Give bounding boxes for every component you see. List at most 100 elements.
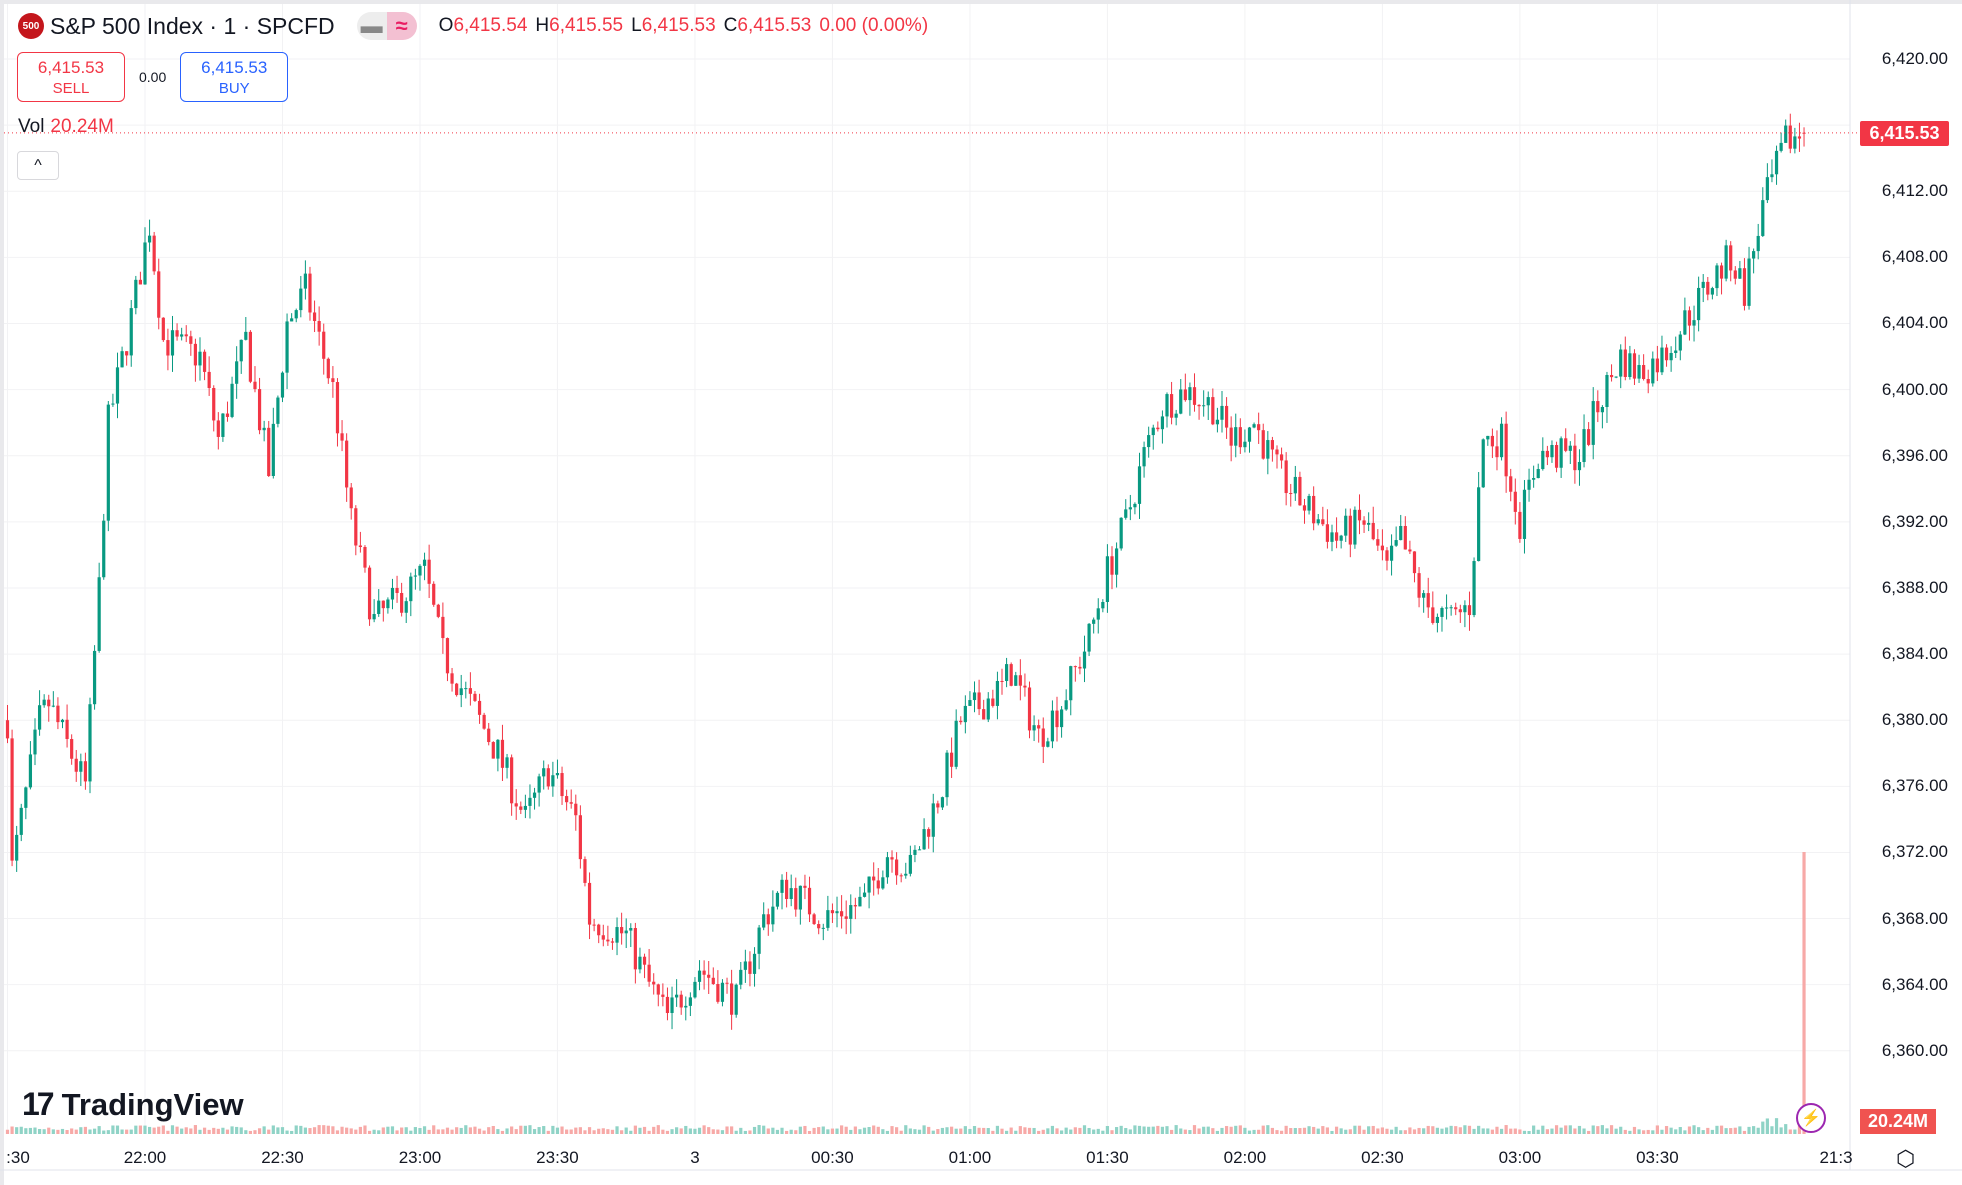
volume-bar bbox=[1417, 1127, 1421, 1134]
candle bbox=[129, 308, 133, 356]
candle bbox=[1298, 476, 1302, 506]
sell-button[interactable]: 6,415.53 SELL bbox=[17, 52, 125, 102]
candle bbox=[652, 981, 656, 985]
volume-bar bbox=[1128, 1129, 1132, 1134]
volume-bar bbox=[1050, 1125, 1055, 1134]
volume-bar bbox=[1646, 1129, 1650, 1134]
candle bbox=[1770, 174, 1774, 178]
candle bbox=[92, 650, 97, 705]
symbol-logo: 500 bbox=[18, 13, 44, 39]
candle bbox=[1069, 666, 1073, 701]
volume-bar bbox=[15, 1127, 19, 1134]
collapse-legend-button[interactable]: ^ bbox=[17, 151, 59, 180]
candle bbox=[24, 787, 28, 808]
candle bbox=[1087, 623, 1091, 652]
candle bbox=[1614, 376, 1618, 378]
volume-bar bbox=[441, 1129, 445, 1134]
candle bbox=[1554, 445, 1559, 468]
tradingview-logo-icon: 17 bbox=[22, 1086, 55, 1122]
watermark-text: TradingView bbox=[61, 1086, 244, 1122]
volume-bar bbox=[193, 1125, 198, 1134]
candle bbox=[1050, 710, 1055, 742]
candle bbox=[1655, 358, 1659, 373]
candle bbox=[134, 279, 138, 309]
volume-bar bbox=[1619, 1126, 1623, 1134]
candle bbox=[1724, 245, 1728, 279]
candle bbox=[125, 351, 129, 356]
volume-bar bbox=[940, 1127, 945, 1134]
candle bbox=[37, 705, 42, 730]
volume-bar bbox=[675, 1127, 679, 1134]
volume-bar bbox=[1348, 1129, 1352, 1134]
candle bbox=[542, 768, 546, 777]
volume-bar bbox=[294, 1125, 298, 1134]
hide-icon[interactable]: ▬ bbox=[356, 12, 387, 40]
candle bbox=[885, 857, 890, 878]
candle bbox=[1472, 561, 1476, 616]
volume-bar bbox=[739, 1127, 743, 1134]
market-wave-icon[interactable]: ≈ bbox=[386, 12, 417, 40]
candle bbox=[322, 331, 326, 359]
volume-bar bbox=[147, 1126, 152, 1134]
volume-bar bbox=[1742, 1130, 1747, 1134]
candle bbox=[1151, 427, 1155, 436]
candle bbox=[404, 601, 408, 613]
candle bbox=[1527, 479, 1531, 490]
time-tick-label: 00:30 bbox=[811, 1148, 854, 1167]
candle bbox=[574, 803, 578, 816]
candle bbox=[711, 977, 715, 985]
candle bbox=[1719, 265, 1724, 279]
candle bbox=[349, 487, 353, 509]
volume-bar bbox=[79, 1127, 83, 1134]
candle bbox=[565, 796, 569, 803]
candle bbox=[1765, 177, 1769, 201]
volume-bar bbox=[1014, 1130, 1018, 1134]
volume-bar bbox=[189, 1128, 193, 1134]
settings-icon[interactable]: ⬡ bbox=[1896, 1146, 1916, 1171]
volume-bar bbox=[1642, 1130, 1646, 1134]
volume-bar bbox=[1637, 1129, 1641, 1134]
candle bbox=[468, 688, 472, 694]
candle bbox=[560, 773, 564, 797]
volume-bar bbox=[345, 1127, 349, 1134]
volume-bar bbox=[1628, 1130, 1632, 1134]
candle bbox=[1041, 728, 1045, 747]
volume-bar bbox=[1270, 1127, 1275, 1134]
volume-bar bbox=[1582, 1128, 1586, 1134]
volume-bar bbox=[629, 1130, 633, 1134]
candle bbox=[1600, 407, 1604, 413]
candle bbox=[963, 705, 967, 723]
candle bbox=[1183, 389, 1187, 401]
candle bbox=[1550, 445, 1554, 458]
volume-bar bbox=[1596, 1126, 1600, 1134]
symbol-title[interactable]: S&P 500 Index · 1 · SPCFD bbox=[50, 12, 335, 39]
volume-bar bbox=[1394, 1126, 1398, 1134]
volume-bar bbox=[1687, 1126, 1692, 1134]
candle bbox=[115, 367, 120, 404]
volume-bar bbox=[1623, 1129, 1627, 1134]
candle bbox=[734, 984, 738, 1015]
volume-bar bbox=[180, 1128, 184, 1134]
volume-bar bbox=[560, 1126, 564, 1134]
candle bbox=[1156, 427, 1160, 430]
volume-bar bbox=[1073, 1127, 1077, 1134]
candle bbox=[1513, 491, 1517, 512]
candle bbox=[940, 797, 945, 808]
volume-bar bbox=[1747, 1126, 1751, 1134]
candle bbox=[262, 427, 266, 431]
candle bbox=[752, 953, 757, 974]
candle bbox=[1619, 349, 1623, 377]
volume-bar bbox=[1096, 1128, 1100, 1134]
candle bbox=[1747, 258, 1751, 306]
candle bbox=[395, 587, 399, 593]
lightning-icon[interactable]: ⚡ bbox=[1796, 1103, 1826, 1133]
volume-bar bbox=[1765, 1118, 1769, 1134]
volume-bar bbox=[1009, 1127, 1013, 1134]
legend-toggle[interactable]: ▬ ≈ bbox=[356, 12, 417, 40]
buy-button[interactable]: 6,415.53 BUY bbox=[180, 52, 289, 102]
volume-bar bbox=[711, 1129, 715, 1134]
volume-bar bbox=[817, 1127, 821, 1134]
volume-bar bbox=[904, 1125, 908, 1134]
volume-bar bbox=[601, 1128, 605, 1134]
